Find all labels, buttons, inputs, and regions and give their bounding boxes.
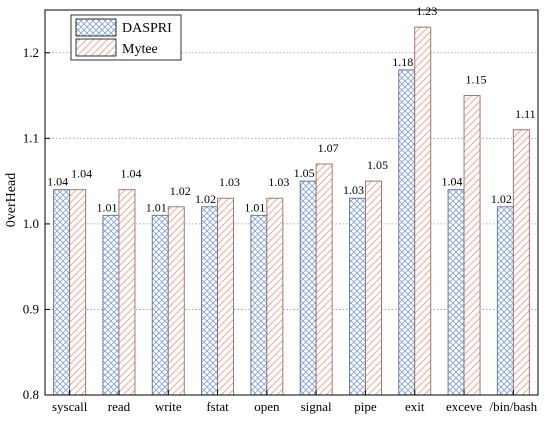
bar-daspri bbox=[398, 69, 416, 396]
y-axis-title: 0verHead bbox=[4, 173, 19, 227]
bar-daspri bbox=[496, 206, 514, 396]
plot-frame bbox=[44, 9, 539, 396]
value-label-daspri: 1.03 bbox=[343, 183, 364, 197]
value-label-daspri: 1.01 bbox=[146, 200, 167, 214]
x-tick-label: read bbox=[108, 399, 131, 414]
value-label-mytee: 1.11 bbox=[515, 107, 536, 121]
value-label-mytee: 1.07 bbox=[318, 141, 339, 155]
value-labels: 1.041.041.011.041.011.021.021.031.011.03… bbox=[47, 4, 535, 214]
x-tick-label: syscall bbox=[52, 399, 88, 414]
bars bbox=[53, 26, 530, 396]
x-tick-label: pipe bbox=[354, 399, 377, 414]
bar-mytee bbox=[167, 206, 185, 396]
value-label-daspri: 1.02 bbox=[491, 192, 512, 206]
legend-swatch-mytee bbox=[75, 38, 117, 57]
value-label-mytee: 1.05 bbox=[367, 158, 388, 172]
legend-swatch-daspri bbox=[75, 18, 117, 37]
x-tick-label: /bin/bash bbox=[490, 399, 538, 414]
bar-daspri bbox=[250, 214, 268, 396]
x-tick-label: excеve bbox=[446, 399, 482, 414]
value-label-mytee: 1.04 bbox=[71, 167, 92, 181]
value-label-mytee: 1.23 bbox=[416, 4, 437, 18]
bar-mytee bbox=[118, 189, 136, 396]
x-tick-label: open bbox=[254, 399, 280, 414]
x-axis: syscall read write fstat open signal pipe exit e… bbox=[52, 390, 538, 414]
value-label-mytee: 1.15 bbox=[466, 73, 487, 87]
bar-daspri bbox=[151, 214, 169, 396]
y-axis: 0.8 0.9 1.0 1.1 1.2 bbox=[23, 45, 50, 402]
value-label-daspri: 1.18 bbox=[392, 55, 413, 69]
bar-mytee bbox=[414, 26, 432, 396]
value-label-daspri: 1.02 bbox=[195, 192, 216, 206]
bar-daspri bbox=[53, 189, 71, 396]
legend: DASPRI Mytee bbox=[70, 14, 182, 61]
x-tick-label: exit bbox=[405, 399, 425, 414]
bar-daspri bbox=[201, 206, 219, 396]
bar-mytee bbox=[266, 197, 284, 396]
bar-daspri bbox=[299, 180, 317, 396]
bar-daspri bbox=[349, 197, 366, 396]
bar-mytee bbox=[463, 95, 481, 396]
value-label-daspri: 1.04 bbox=[442, 175, 463, 189]
x-tick-label: signal bbox=[301, 399, 332, 414]
bar-mytee bbox=[365, 180, 382, 396]
bar-mytee bbox=[69, 189, 87, 396]
bar-daspri bbox=[447, 189, 465, 396]
y-tick-label: 0.8 bbox=[23, 387, 39, 402]
y-tick-label: 0.9 bbox=[23, 301, 39, 316]
value-label-mytee: 1.04 bbox=[120, 167, 141, 181]
bar-mytee bbox=[217, 197, 235, 396]
value-label-mytee: 1.03 bbox=[268, 175, 289, 189]
value-label-daspri: 1.01 bbox=[96, 200, 117, 214]
x-tick-label: fstat bbox=[206, 399, 229, 414]
x-tick-label: write bbox=[155, 399, 182, 414]
y-tick-label: 1.0 bbox=[23, 216, 39, 231]
bar-mytee bbox=[315, 163, 333, 396]
value-label-daspri: 1.05 bbox=[294, 166, 315, 180]
value-label-mytee: 1.03 bbox=[219, 175, 240, 189]
value-label-daspri: 1.01 bbox=[244, 200, 265, 214]
bar-daspri bbox=[102, 214, 120, 396]
legend-label-daspri: DASPRI bbox=[122, 21, 172, 36]
bar-mytee bbox=[512, 129, 530, 396]
legend-label-mytee: Mytee bbox=[122, 42, 158, 57]
value-label-mytee: 1.02 bbox=[170, 184, 191, 198]
value-label-daspri: 1.04 bbox=[47, 175, 68, 189]
y-tick-label: 1.2 bbox=[23, 45, 39, 60]
y-tick-label: 1.1 bbox=[23, 130, 39, 145]
